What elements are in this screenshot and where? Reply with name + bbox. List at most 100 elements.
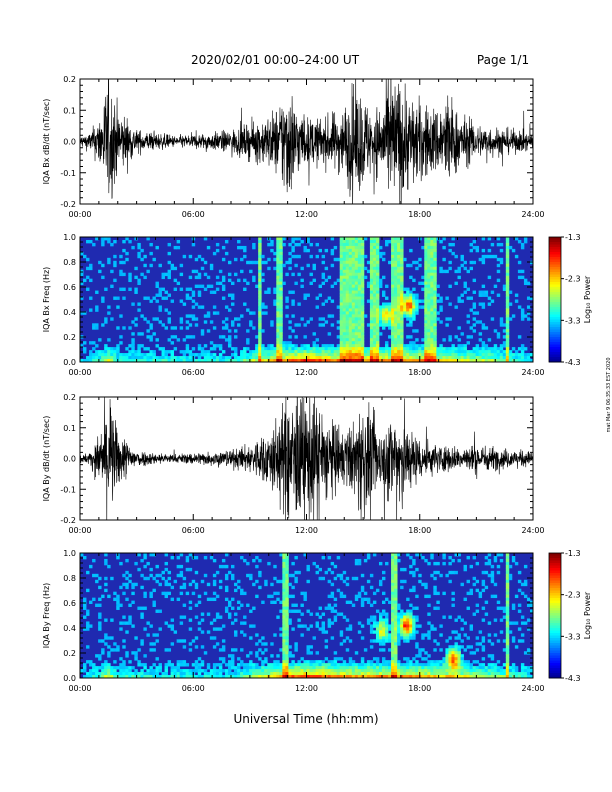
spectrogram-cell (336, 278, 341, 283)
spectrogram-cell (288, 672, 292, 676)
spectrogram-cell (300, 344, 304, 348)
spectrogram-cell (249, 323, 253, 327)
spectrogram-cell (403, 305, 407, 309)
spectrogram-cell (279, 254, 283, 259)
spectrogram-cell (445, 660, 449, 664)
spectrogram-cell (291, 603, 295, 607)
colorbar-tick-label: -1.3 (565, 233, 581, 242)
spectrogram-cell (388, 314, 392, 318)
spectrogram-cell (258, 287, 262, 291)
colorbar-segment (549, 304, 561, 308)
spectrogram-cell (357, 359, 362, 363)
spectrogram-cell (406, 666, 410, 670)
spectrogram-cell (92, 669, 96, 673)
spectrogram-cell (176, 359, 181, 363)
x-tick-label: 12:00 (295, 526, 318, 535)
spectrogram-cell (140, 314, 144, 318)
spectrogram-cell (354, 269, 359, 274)
spectrogram-cell (478, 338, 483, 342)
spectrogram-cell (490, 642, 495, 646)
spectrogram-cell (348, 245, 353, 250)
spectrogram-cell (258, 344, 262, 348)
spectrogram-cell (107, 305, 111, 309)
spectrogram-cell (294, 603, 298, 607)
spectrogram-cell (409, 299, 413, 303)
spectrogram-cell (375, 266, 380, 271)
spectrogram-cell (372, 356, 377, 360)
spectrogram-cell (424, 594, 428, 599)
spectrogram-cell (224, 251, 229, 256)
spectrogram-cell (342, 341, 347, 345)
spectrogram-cell (300, 356, 304, 360)
spectrogram-cell (439, 350, 443, 354)
spectrogram-cell (445, 672, 449, 676)
spectrogram-cell (285, 564, 289, 569)
spectrogram-cell (98, 576, 102, 581)
spectrogram-cell (221, 660, 226, 664)
spectrogram-cell (403, 311, 407, 315)
spectrogram-cell (258, 353, 262, 357)
spectrogram-cell (375, 627, 380, 631)
spectrogram-cell (403, 615, 407, 619)
spectrogram-cell (375, 356, 380, 360)
spectrogram-cell (285, 350, 289, 354)
spectrogram-cell (104, 344, 108, 348)
spectrogram-cell (448, 242, 452, 247)
spectrogram-cell (448, 350, 452, 354)
spectrogram-cell (282, 606, 286, 610)
colorbar-segment (549, 575, 561, 579)
spectrogram-cell (448, 675, 452, 679)
spectrogram-cell (191, 591, 196, 596)
spectrogram-cell (324, 657, 329, 661)
spectrogram-cell (369, 663, 374, 667)
spectrogram-cell (339, 278, 344, 283)
spectrogram-cell (457, 266, 461, 271)
spectrogram-cell (285, 633, 289, 637)
spectrogram-cell (137, 356, 141, 360)
spectrogram-cell (134, 675, 138, 679)
spectrogram-cell (342, 579, 347, 584)
spectrogram-cell (457, 648, 461, 652)
spectrogram-cell (403, 579, 407, 584)
spectrogram-cell (421, 555, 425, 560)
spectrogram-cell (255, 350, 259, 354)
spectrogram-cell (529, 603, 534, 607)
spectrogram-cell (261, 305, 265, 309)
spectrogram-cell (354, 344, 359, 348)
spectrogram-cell (191, 663, 196, 667)
spectrogram-cell (227, 329, 232, 333)
spectrogram-cell (375, 666, 380, 670)
spectrogram-cell (203, 675, 208, 679)
spectrogram-cell (385, 597, 389, 602)
spectrogram-cell (508, 302, 513, 306)
spectrogram-cell (273, 266, 277, 271)
colorbar-segment (549, 347, 561, 350)
spectrogram-cell (433, 329, 437, 333)
y-tick-label: 0.1 (63, 106, 76, 115)
spectrogram-cell (164, 326, 168, 330)
spectrogram-cell (104, 675, 108, 679)
spectrogram-cell (372, 666, 377, 670)
spectrogram-cell (83, 278, 87, 283)
spectrogram-cell (185, 555, 190, 560)
spectrogram-cell (484, 555, 489, 560)
spectrogram-cell (119, 356, 123, 360)
spectrogram-cell (188, 323, 193, 327)
spectrogram-cell (499, 359, 504, 363)
spectrogram-cell (191, 290, 196, 294)
spectrogram-cell (433, 260, 437, 265)
spectrogram-cell (173, 630, 178, 634)
spectrogram-cell (122, 359, 126, 363)
spectrogram-cell (185, 344, 190, 348)
spectrogram-cell (279, 275, 283, 280)
spectrogram-cell (433, 675, 437, 679)
spectrogram-cell (125, 654, 129, 658)
spectrogram-cell (400, 344, 404, 348)
spectrogram-cell (351, 242, 356, 247)
spectrogram-cell (92, 573, 96, 578)
spectrogram-cell (282, 627, 286, 631)
spectrogram-cell (282, 615, 286, 619)
spectrogram-cell (249, 311, 253, 315)
spectrogram-cell (430, 350, 434, 354)
spectrogram-cell (415, 594, 419, 599)
